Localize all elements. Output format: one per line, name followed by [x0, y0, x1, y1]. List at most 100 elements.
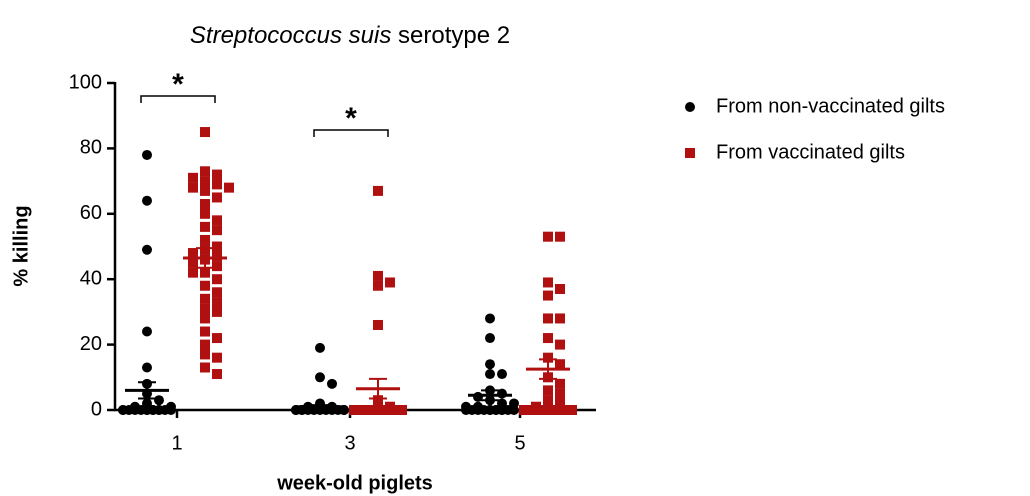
x-axis-label: week-old piglets [276, 472, 433, 494]
data-point [567, 405, 577, 415]
data-point [373, 319, 383, 330]
data-point [485, 313, 495, 324]
data-point [543, 333, 553, 344]
data-point [379, 405, 389, 415]
data-point [497, 369, 507, 380]
data-point [212, 241, 222, 252]
data-point [148, 405, 158, 415]
x-tick-label: 3 [344, 432, 355, 454]
data-point [200, 221, 210, 232]
data-point [367, 405, 377, 415]
data-point [188, 257, 198, 268]
data-point [531, 405, 541, 415]
x-tick-label: 5 [514, 432, 525, 454]
significance-label: * [345, 102, 357, 135]
data-point [200, 166, 210, 177]
title-text: serotype 2 [398, 22, 510, 49]
data-point [142, 362, 152, 373]
data-point [212, 287, 222, 298]
data-point [361, 405, 371, 415]
data-point [315, 372, 325, 383]
data-point [373, 270, 383, 281]
data-point [212, 274, 222, 285]
data-point [212, 251, 222, 262]
data-point [142, 195, 152, 206]
data-point [543, 395, 553, 406]
data-point [200, 339, 210, 350]
data-point [385, 277, 395, 288]
data-point [561, 405, 571, 415]
title-italic: Streptococcus suis [190, 22, 391, 49]
data-point [212, 215, 222, 226]
data-point [200, 313, 210, 324]
data-point [549, 405, 559, 415]
data-point [543, 290, 553, 301]
data-point [373, 185, 383, 196]
data-point [543, 231, 553, 242]
data-point [142, 149, 152, 160]
data-point [555, 231, 565, 242]
data-point [397, 405, 407, 415]
data-point [555, 339, 565, 350]
data-point [391, 405, 401, 415]
data-point [212, 306, 222, 317]
data-point [485, 359, 495, 370]
data-point [212, 369, 222, 380]
y-tick-label: 0 [91, 398, 102, 420]
data-point [200, 127, 210, 138]
data-point [543, 405, 553, 415]
data-point [543, 352, 553, 363]
data-point [188, 248, 198, 259]
data-point [188, 172, 198, 183]
data-point [200, 267, 210, 278]
data-point [373, 280, 383, 291]
y-axis-label: % killing [10, 205, 32, 286]
data-point [373, 395, 383, 406]
data-point [200, 303, 210, 314]
data-point [212, 333, 222, 344]
data-point [200, 208, 210, 219]
data-point [485, 333, 495, 344]
data-point [315, 342, 325, 353]
data-point [200, 362, 210, 373]
data-point [555, 378, 565, 389]
data-point [555, 359, 565, 370]
data-point [212, 297, 222, 308]
y-tick-label: 100 [69, 71, 102, 93]
data-point [142, 326, 152, 337]
chart-title: Streptococcus suis serotype 2 [190, 22, 510, 49]
data-point [200, 234, 210, 245]
significance-label: * [172, 68, 184, 101]
y-tick-label: 60 [80, 202, 102, 224]
data-point [200, 176, 210, 187]
data-point [497, 405, 507, 415]
data-point [355, 405, 365, 415]
data-point [188, 182, 198, 193]
x-tick-label: 1 [171, 432, 182, 454]
data-point [212, 192, 222, 203]
data-point [200, 326, 210, 337]
data-point [327, 378, 337, 389]
legend-label: From vaccinated gilts [716, 141, 905, 163]
legend-marker [685, 148, 695, 158]
data-point [555, 398, 565, 409]
significance-bracket [140, 95, 216, 103]
data-point [485, 369, 495, 380]
data-point [166, 405, 176, 415]
data-point [543, 313, 553, 324]
data-point [555, 405, 565, 415]
data-point [200, 293, 210, 304]
data-point [555, 313, 565, 324]
data-point [212, 261, 222, 272]
data-point [154, 395, 164, 406]
data-point [519, 405, 529, 415]
data-point [200, 198, 210, 209]
data-point [543, 385, 553, 396]
data-point [543, 277, 553, 288]
legend-marker [685, 102, 695, 112]
significance-bracket [313, 129, 389, 137]
y-tick-label: 80 [80, 137, 102, 159]
data-point [212, 179, 222, 190]
data-point [200, 349, 210, 360]
